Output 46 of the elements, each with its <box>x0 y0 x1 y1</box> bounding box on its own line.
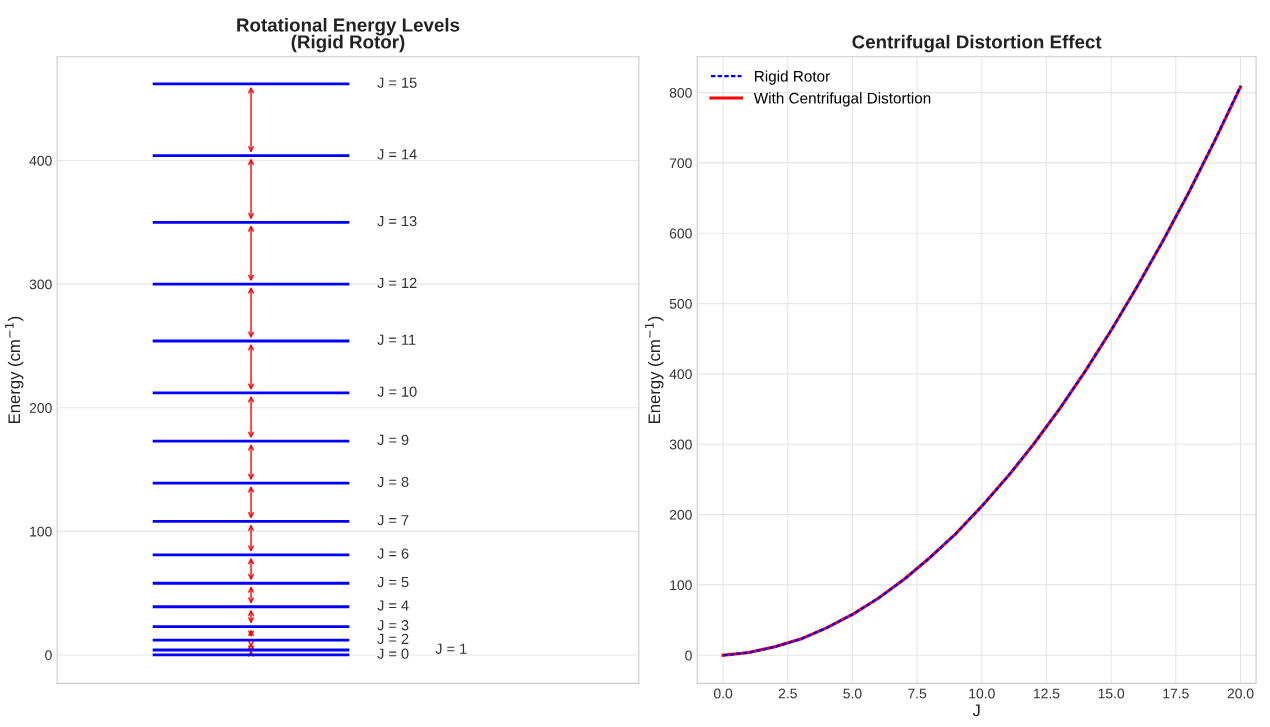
x-tick-label: 15.0 <box>1098 688 1125 699</box>
y-tick-label: 300 <box>29 279 52 290</box>
y-tick-label: 500 <box>669 298 692 309</box>
text: J = 4 <box>377 600 409 611</box>
text: J = 15 <box>377 77 417 88</box>
chart-title: Rotational Energy Levels (Rigid Rotor) <box>237 17 460 53</box>
x-tick-label: 7.5 <box>908 688 927 699</box>
y-tick-label: 800 <box>669 87 692 98</box>
x-tick-label: 2.5 <box>778 688 797 699</box>
x-tick-label: 12.5 <box>1034 688 1060 699</box>
text: J = 11 <box>377 334 416 345</box>
x-tick-label: 0.0 <box>713 688 733 699</box>
y-axis-title: Energy (cm$^{−1}$) <box>5 316 24 424</box>
y-tick-label: 200 <box>29 403 52 413</box>
y-axis-title: Energy (cm$^{−1}$) <box>645 316 664 424</box>
text: J = 0 <box>377 648 409 659</box>
text: J = 1 <box>435 643 467 654</box>
x-axis-title: J <box>972 704 980 717</box>
y-tick-label: 300 <box>669 439 692 450</box>
y-tick-label: 0 <box>685 650 692 661</box>
text: J = 5 <box>377 577 409 588</box>
y-tick-label: 200 <box>669 509 692 520</box>
text: J = 14 <box>377 149 417 160</box>
text: J = 9 <box>377 434 409 446</box>
x-tick-label: 20.0 <box>1227 688 1254 699</box>
y-tick-label: 400 <box>669 369 692 380</box>
legend-label: Rigid Rotor <box>755 70 830 85</box>
y-tick-label: 600 <box>669 228 692 239</box>
text: J = 7 <box>377 515 409 526</box>
text: J = 8 <box>377 476 409 488</box>
text: J = 3 <box>377 620 409 631</box>
y-tick-label: 100 <box>30 526 52 537</box>
y-tick-label: 400 <box>29 155 52 166</box>
text: J = 6 <box>377 548 409 559</box>
text: J = 2 <box>377 633 409 645</box>
chart-title: Centrifugal Distortion Effect <box>852 34 1102 53</box>
text: J = 12 <box>377 277 417 289</box>
y-tick-label: 0 <box>45 650 52 661</box>
x-tick-label: 5.0 <box>843 688 862 699</box>
text: J = 13 <box>377 215 417 227</box>
x-tick-label: 17.5 <box>1163 688 1189 699</box>
x-tick-label: 10.0 <box>969 688 995 699</box>
text: J = 10 <box>377 386 417 397</box>
y-tick-label: 700 <box>669 158 692 169</box>
legend-label: With Centrifugal Distortion <box>753 92 931 107</box>
y-tick-label: 100 <box>670 580 692 591</box>
